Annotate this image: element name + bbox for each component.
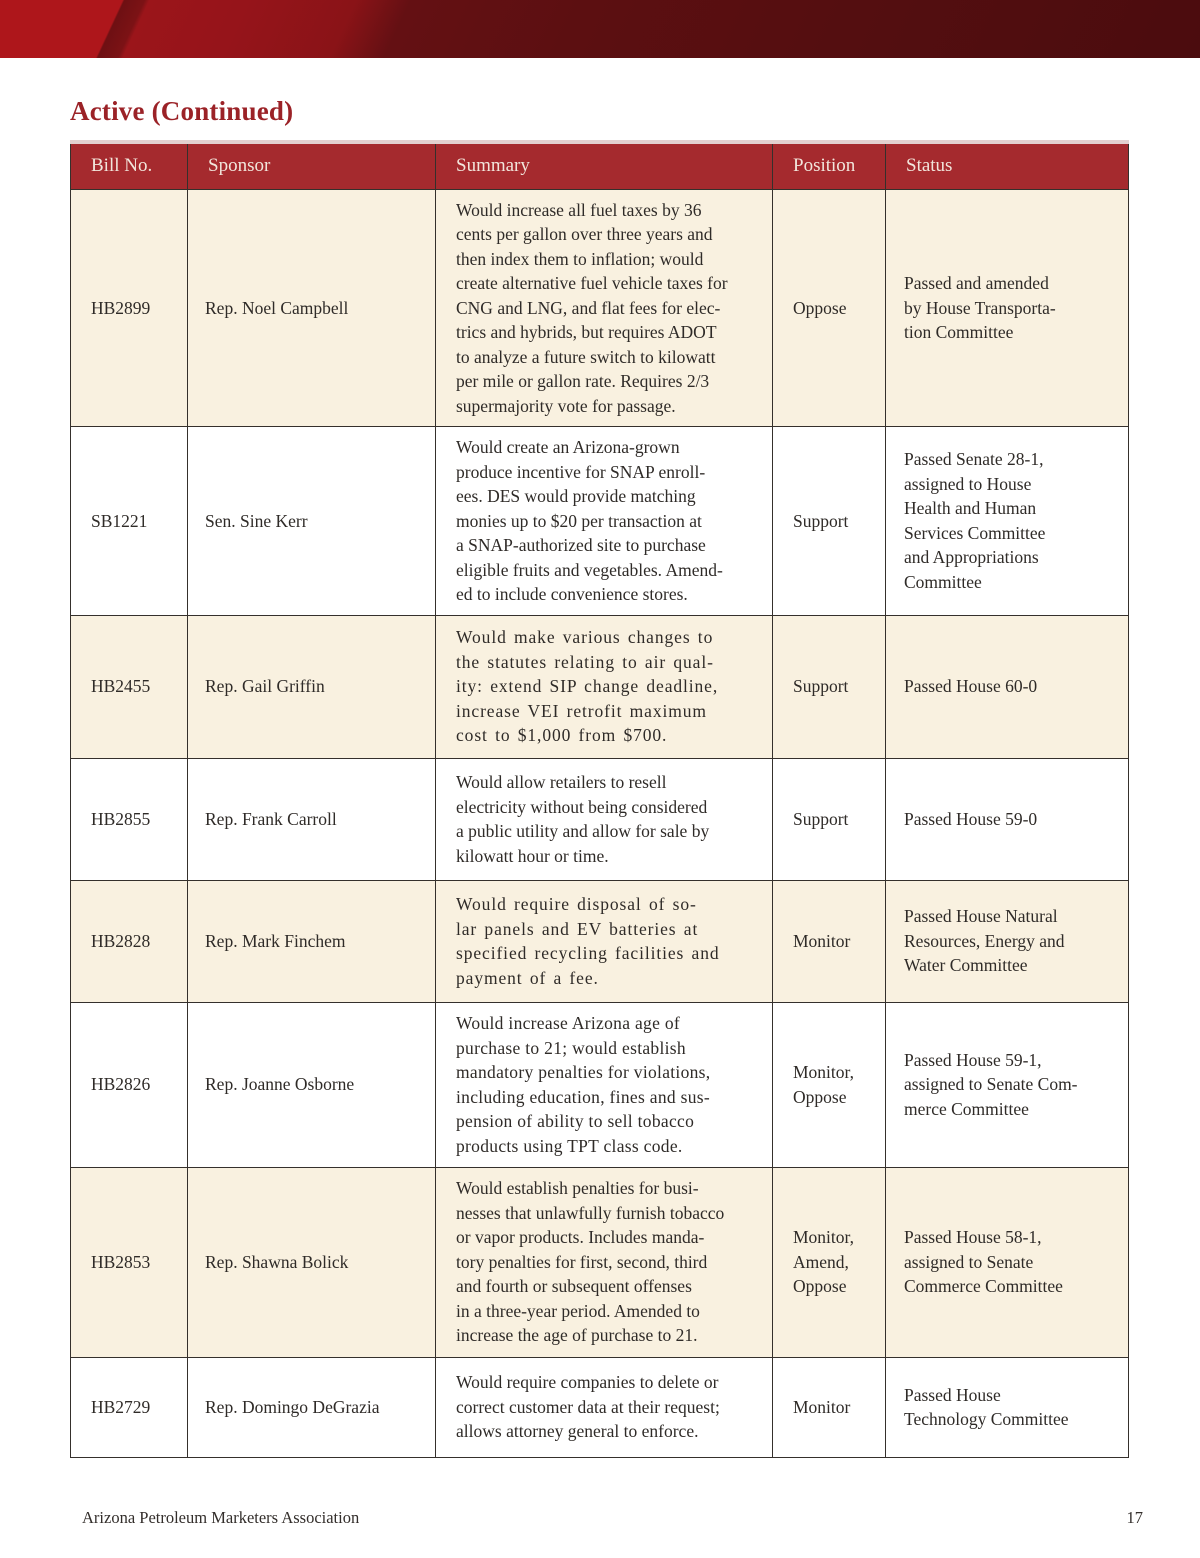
page-title: Active (Continued) [70, 96, 294, 126]
table-row: SB1221 Sen. Sine Kerr Would create an Ar… [70, 426, 1129, 616]
bill-status: Passed House 58-1, assigned to Senate Co… [885, 1166, 1129, 1358]
bill-sponsor: Rep. Shawna Bolick [187, 1166, 436, 1358]
bill-number: HB2729 [70, 1356, 188, 1458]
bill-number: HB2855 [70, 757, 188, 881]
bill-position: Monitor [772, 879, 886, 1003]
bill-number: HB2828 [70, 879, 188, 1003]
table-row: HB2826 Rep. Joanne Osborne Would increas… [70, 1001, 1129, 1168]
bill-summary: Would create an Arizona-grown produce in… [435, 426, 773, 616]
table-row: HB2455 Rep. Gail Griffin Would make vari… [70, 614, 1129, 759]
bill-number: HB2455 [70, 614, 188, 759]
table-header-row: Bill No. Sponsor Summary Position Status [70, 140, 1129, 190]
column-header-bill-no: Bill No. [70, 140, 188, 190]
bill-status: Passed Senate 28-1, assigned to House He… [885, 426, 1129, 616]
bill-status: Passed House Technology Committee [885, 1356, 1129, 1458]
bills-table: Bill No. Sponsor Summary Position Status… [70, 140, 1129, 1458]
bill-number: HB2826 [70, 1001, 188, 1168]
column-header-sponsor: Sponsor [187, 140, 436, 190]
bill-position: Monitor, Oppose [772, 1001, 886, 1168]
bill-position: Monitor, Amend, Oppose [772, 1166, 886, 1358]
table-row: HB2729 Rep. Domingo DeGrazia Would requi… [70, 1356, 1129, 1458]
bill-summary: Would require disposal of so- lar panels… [435, 879, 773, 1003]
bill-position: Oppose [772, 188, 886, 427]
bill-summary: Would allow retailers to resell electric… [435, 757, 773, 881]
bill-status: Passed House 60-0 [885, 614, 1129, 759]
table-row: HB2855 Rep. Frank Carroll Would allow re… [70, 757, 1129, 881]
bill-summary: Would establish penalties for busi- ness… [435, 1166, 773, 1358]
column-header-position: Position [772, 140, 886, 190]
bill-position: Support [772, 614, 886, 759]
table-row: HB2853 Rep. Shawna Bolick Would establis… [70, 1166, 1129, 1358]
bill-status: Passed House Natural Resources, Energy a… [885, 879, 1129, 1003]
bill-sponsor: Rep. Gail Griffin [187, 614, 436, 759]
bill-summary: Would increase Arizona age of purchase t… [435, 1001, 773, 1168]
bill-summary: Would increase all fuel taxes by 36 cent… [435, 188, 773, 427]
bill-sponsor: Sen. Sine Kerr [187, 426, 436, 616]
bill-sponsor: Rep. Joanne Osborne [187, 1001, 436, 1168]
page-content: Active (Continued) Bill No. Sponsor Summ… [0, 96, 1200, 1458]
bill-position: Support [772, 426, 886, 616]
column-header-summary: Summary [435, 140, 773, 190]
bill-status: Passed and amended by House Transporta- … [885, 188, 1129, 427]
page-footer: Arizona Petroleum Marketers Association … [0, 1508, 1200, 1528]
table-row: HB2828 Rep. Mark Finchem Would require d… [70, 879, 1129, 1003]
header-banner [0, 0, 1200, 58]
footer-page-number: 17 [1126, 1508, 1144, 1527]
bill-sponsor: Rep. Domingo DeGrazia [187, 1356, 436, 1458]
column-header-status: Status [885, 140, 1129, 190]
bill-summary: Would require companies to delete or cor… [435, 1356, 773, 1458]
bill-number: HB2899 [70, 188, 188, 427]
bill-position: Support [772, 757, 886, 881]
bill-number: HB2853 [70, 1166, 188, 1358]
bill-summary: Would make various changes to the statut… [435, 614, 773, 759]
bill-position: Monitor [772, 1356, 886, 1458]
bill-status: Passed House 59-0 [885, 757, 1129, 881]
table-row: HB2899 Rep. Noel Campbell Would increase… [70, 188, 1129, 427]
bill-number: SB1221 [70, 426, 188, 616]
bill-sponsor: Rep. Mark Finchem [187, 879, 436, 1003]
footer-organization: Arizona Petroleum Marketers Association [82, 1508, 360, 1527]
bill-sponsor: Rep. Noel Campbell [187, 188, 436, 427]
bill-sponsor: Rep. Frank Carroll [187, 757, 436, 881]
bill-status: Passed House 59-1, assigned to Senate Co… [885, 1001, 1129, 1168]
